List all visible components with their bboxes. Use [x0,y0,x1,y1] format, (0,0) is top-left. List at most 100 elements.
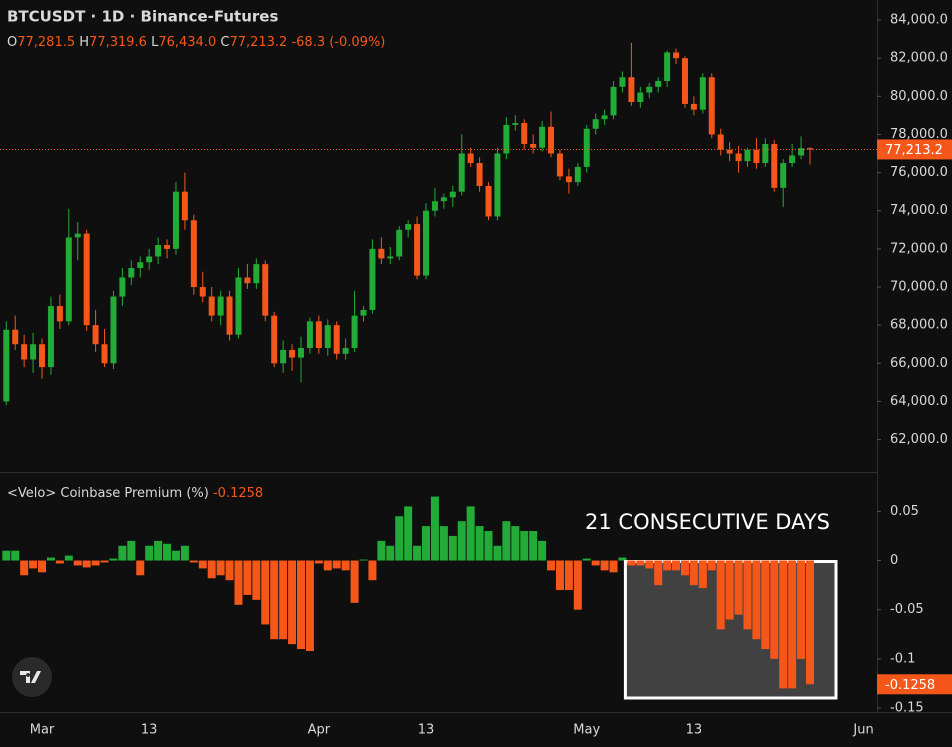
candle-body [548,126,555,154]
candle-body [74,233,81,238]
candle-body [699,77,706,110]
candle-body [146,256,153,263]
premium-bar [288,560,297,645]
candle-body [771,143,778,188]
premium-bar [636,560,645,566]
premium-bar [591,560,600,566]
x-tick-label: Apr [308,723,331,738]
premium-bar [2,550,11,561]
premium-bar [20,560,29,576]
premium-bar [484,531,493,561]
premium-bar [55,560,64,564]
premium-bar [377,540,386,561]
candle-body [423,210,430,276]
premium-bar [91,560,100,566]
ohlc-legend: O77,281.5 H77,319.6 L76,434.0 C77,213.2 … [7,35,385,50]
y-tick-label: 70,000.0 [890,280,948,295]
premium-bar [341,560,350,571]
premium-bar [761,560,770,650]
chart-title: BTCUSDT · 1D · Binance-Futures [7,8,278,26]
y-tick-label: -0.05 [890,602,924,617]
candle-body [83,233,90,326]
candle-body [3,329,10,402]
premium-bar [555,560,564,591]
y-tick-label: 72,000.0 [890,241,948,256]
premium-bar [779,560,788,689]
candle-body [717,134,724,150]
candle-body [592,119,599,129]
premium-bar [163,543,172,561]
y-tick-label: 80,000.0 [890,89,948,104]
y-tick-label: -0.15 [890,701,924,716]
x-tick-label: Jun [852,723,873,738]
candle-body [21,344,28,360]
premium-bar [145,545,154,561]
premium-bar [252,560,261,600]
candle-body [440,197,447,202]
candle-body [155,245,162,257]
premium-bar [493,545,502,561]
logo-glyph [20,671,41,683]
candle-body [753,149,760,164]
candle-body [485,185,492,217]
premium-bar [466,506,475,561]
candle-body [199,287,206,297]
candle-body [467,153,474,164]
candle-body [565,176,572,183]
candle-body [726,149,733,154]
premium-bar [547,560,556,571]
premium-bar [38,560,47,573]
premium-bar [404,506,413,561]
candle-body [110,296,117,364]
candle-body [137,262,144,268]
candle-body [172,191,179,249]
premium-bar [448,535,457,561]
candle-body [762,143,769,164]
premium-bar [386,545,395,561]
premium-bar [582,558,591,561]
premium-bar [11,550,20,561]
premium-bar [725,560,734,620]
candle-body [244,277,251,284]
logo-circle [12,657,52,697]
legend-key: L [151,35,159,50]
premium-bar [797,560,806,659]
y-tick-label: 0.05 [890,504,919,519]
candle-body [690,103,697,110]
premium-bar [270,560,279,640]
candle-body [262,264,269,316]
premium-bar [46,557,55,561]
premium-bar [413,545,422,561]
candle-body [414,224,421,276]
candle-body [101,344,108,364]
premium-bar [672,560,681,571]
indicator-title: <Velo> Coinbase Premium (%) -0.1258 [7,486,263,501]
premium-bar [296,560,305,650]
value-tag-label: -0.1258 [885,678,935,693]
premium-bar [314,560,323,564]
premium-bar [368,560,377,581]
premium-bar [600,560,609,571]
premium-bar [207,560,216,579]
candle-body [39,344,46,368]
candle-body [306,321,313,349]
premium-bar [395,516,404,561]
tradingview-logo [12,657,52,697]
premium-bar [627,560,636,566]
value-tag [877,674,952,695]
legend-change: -68.3 (-0.09%) [291,35,385,50]
premium-bar [439,526,448,561]
candle-body [646,86,653,93]
premium-bar [538,540,547,561]
candle-body [521,123,528,144]
candle-body [458,153,465,192]
candle-body [619,77,626,87]
premium-bar [770,560,779,659]
y-tick-label: 68,000.0 [890,318,948,333]
indicator-value: -0.1258 [213,486,263,501]
premium-bar [180,545,189,561]
candle-body [12,329,19,345]
candle-body [369,248,376,310]
candle-body [280,349,287,364]
